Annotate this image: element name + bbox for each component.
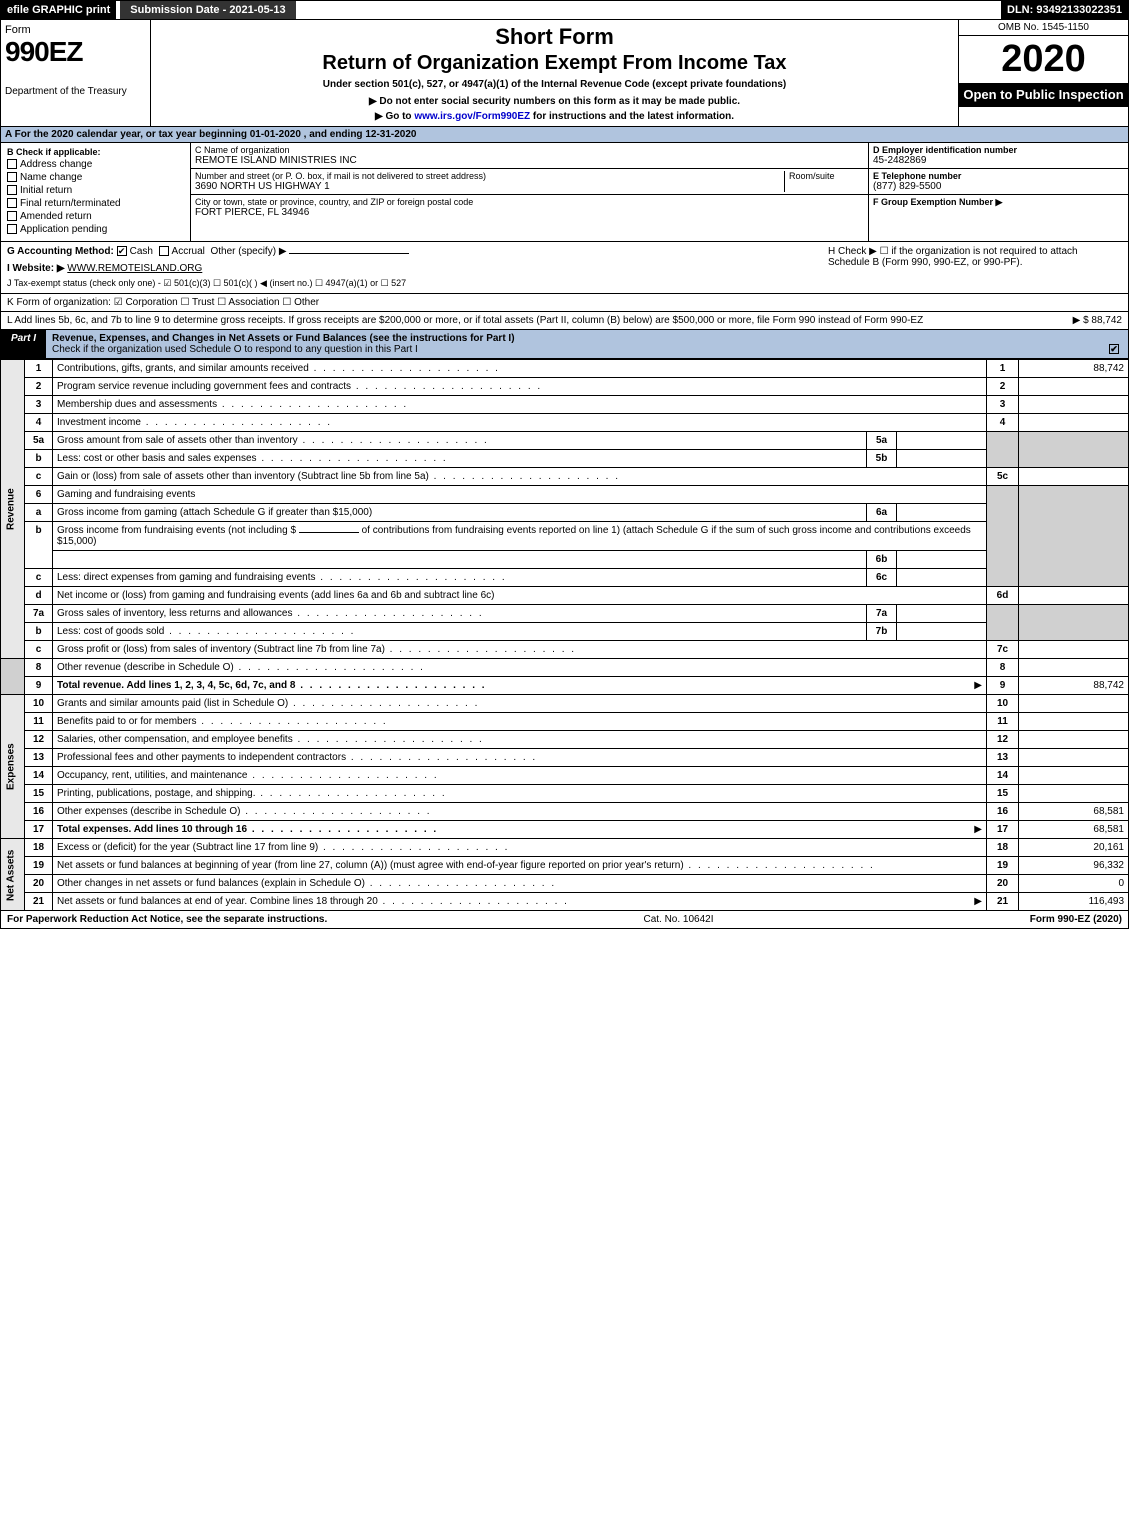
c-street-label: Number and street (or P. O. box, if mail… (195, 171, 784, 181)
amt-17: 68,581 (1019, 821, 1129, 839)
paperwork-notice: For Paperwork Reduction Act Notice, see … (7, 914, 327, 925)
website-link[interactable]: WWW.REMOTEISLAND.ORG (67, 263, 202, 274)
section-b: B Check if applicable: Address change Na… (1, 143, 191, 241)
goto-link: ▶ Go to www.irs.gov/Form990EZ for instru… (157, 111, 952, 122)
header-right: OMB No. 1545-1150 2020 Open to Public In… (958, 20, 1128, 126)
form-ref: Form 990-EZ (2020) (1030, 914, 1122, 925)
efile-label[interactable]: efile GRAPHIC print (1, 1, 116, 19)
cb-amended-return[interactable]: Amended return (7, 211, 184, 222)
line-a: A For the 2020 calendar year, or tax yea… (0, 127, 1129, 143)
line-g: G Accounting Method: Cash Accrual Other … (7, 246, 822, 257)
room-label: Room/suite (789, 171, 864, 181)
part1-tab: Part I (1, 330, 46, 358)
block-bcdef: B Check if applicable: Address change Na… (0, 143, 1129, 242)
tax-year: 2020 (959, 36, 1128, 83)
header-center: Short Form Return of Organization Exempt… (151, 20, 958, 126)
dln-label: DLN: 93492133022351 (1001, 1, 1128, 19)
cb-final-return[interactable]: Final return/terminated (7, 198, 184, 209)
section-b-header: B Check if applicable: (7, 147, 184, 157)
other-specify[interactable] (289, 253, 409, 254)
top-bar: efile GRAPHIC print Submission Date - 20… (0, 0, 1129, 20)
irs-link[interactable]: www.irs.gov/Form990EZ (414, 111, 530, 122)
line-l-amount: ▶ $ 88,742 (1073, 315, 1122, 326)
amt-16: 68,581 (1019, 803, 1129, 821)
cb-address-change[interactable]: Address change (7, 159, 184, 170)
e-label: E Telephone number (873, 171, 1124, 181)
omb-number: OMB No. 1545-1150 (959, 20, 1128, 36)
part1-title: Revenue, Expenses, and Changes in Net As… (46, 330, 1128, 358)
amt-21: 116,493 (1019, 893, 1129, 911)
cb-schedule-o[interactable] (1109, 344, 1119, 354)
cb-initial-return[interactable]: Initial return (7, 185, 184, 196)
line-j: J Tax-exempt status (check only one) - ☑… (7, 278, 822, 289)
open-inspection: Open to Public Inspection (959, 83, 1128, 107)
section-def: D Employer identification number 45-2482… (868, 143, 1128, 241)
section-c: C Name of organization REMOTE ISLAND MIN… (191, 143, 868, 241)
dept-treasury: Department of the Treasury (5, 86, 146, 97)
short-form-title: Short Form (157, 24, 952, 50)
ein: 45-2482869 (873, 155, 1124, 166)
amt-9: 88,742 (1019, 677, 1129, 695)
org-city: FORT PIERCE, FL 34946 (195, 207, 864, 218)
under-section: Under section 501(c), 527, or 4947(a)(1)… (157, 79, 952, 90)
header-left: Form 990EZ Department of the Treasury (1, 20, 151, 126)
d-label: D Employer identification number (873, 145, 1124, 155)
part1-table: Revenue 1 Contributions, gifts, grants, … (0, 359, 1129, 911)
amt-20: 0 (1019, 875, 1129, 893)
org-street: 3690 NORTH US HIGHWAY 1 (195, 181, 784, 192)
cb-accrual[interactable] (159, 246, 169, 256)
org-name: REMOTE ISLAND MINISTRIES INC (195, 155, 864, 166)
line-l: L Add lines 5b, 6c, and 7b to line 9 to … (0, 312, 1129, 330)
side-expenses: Expenses (1, 695, 25, 839)
cat-no: Cat. No. 10642I (327, 914, 1029, 925)
cb-cash[interactable] (117, 246, 127, 256)
amt-18: 20,161 (1019, 839, 1129, 857)
telephone: (877) 829-5500 (873, 181, 1124, 192)
submission-date: Submission Date - 2021-05-13 (120, 1, 295, 19)
side-revenue: Revenue (1, 360, 25, 659)
c-city-label: City or town, state or province, country… (195, 197, 864, 207)
c-name-label: C Name of organization (195, 145, 864, 155)
form-header: Form 990EZ Department of the Treasury Sh… (0, 20, 1129, 127)
section-ghij: G Accounting Method: Cash Accrual Other … (0, 242, 1129, 294)
part1-header: Part I Revenue, Expenses, and Changes in… (0, 330, 1129, 359)
line-k: K Form of organization: ☑ Corporation ☐ … (0, 294, 1129, 312)
return-title: Return of Organization Exempt From Incom… (157, 52, 952, 75)
form-number: 990EZ (5, 36, 146, 68)
amt-1: 88,742 (1019, 360, 1129, 378)
cb-name-change[interactable]: Name change (7, 172, 184, 183)
page-footer: For Paperwork Reduction Act Notice, see … (0, 911, 1129, 929)
line-h: H Check ▶ ☐ if the organization is not r… (822, 246, 1122, 289)
cb-application-pending[interactable]: Application pending (7, 224, 184, 235)
amt-19: 96,332 (1019, 857, 1129, 875)
side-net-assets: Net Assets (1, 839, 25, 911)
ssn-note: ▶ Do not enter social security numbers o… (157, 96, 952, 107)
f-label: F Group Exemption Number ▶ (873, 197, 1124, 208)
form-word: Form (5, 24, 146, 36)
line-i: I Website: ▶ WWW.REMOTEISLAND.ORG (7, 263, 822, 274)
